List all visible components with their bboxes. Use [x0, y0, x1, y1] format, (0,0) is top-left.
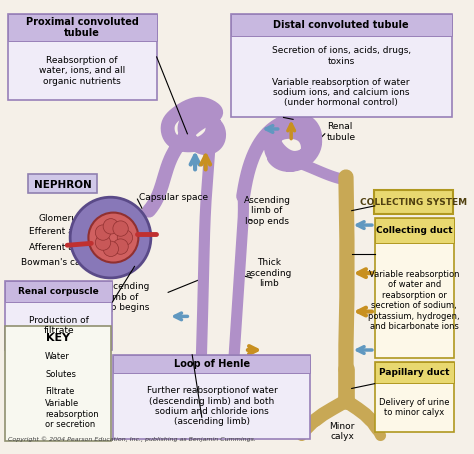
Text: Ascending
limb of
loop ends: Ascending limb of loop ends [244, 196, 291, 226]
FancyBboxPatch shape [28, 174, 97, 193]
Text: Variable reabsorption
of water and
reabsorption or
secretion of sodium,
potassiu: Variable reabsorption of water and reabs… [368, 270, 460, 331]
Circle shape [95, 235, 111, 250]
Text: Delivery of urine
to minor calyx: Delivery of urine to minor calyx [379, 398, 449, 417]
Text: Loop of Henle: Loop of Henle [174, 359, 250, 369]
Text: Afferent arteriole: Afferent arteriole [29, 243, 107, 252]
FancyBboxPatch shape [8, 14, 156, 41]
Text: Copyright © 2004 Pearson Education, Inc., publishing as Benjamin Cummings.: Copyright © 2004 Pearson Education, Inc.… [8, 437, 255, 442]
Text: Filtrate: Filtrate [45, 387, 74, 396]
Text: Papillary duct: Papillary duct [379, 368, 449, 377]
Text: Renal
tubule: Renal tubule [327, 122, 356, 142]
FancyBboxPatch shape [375, 362, 454, 432]
Circle shape [103, 241, 118, 257]
FancyBboxPatch shape [113, 355, 310, 439]
Text: Capsular space: Capsular space [139, 192, 209, 202]
Text: Proximal convoluted
tubule: Proximal convoluted tubule [26, 17, 138, 38]
FancyBboxPatch shape [231, 14, 452, 118]
Text: Ascending
limb: Ascending limb [231, 398, 278, 417]
Circle shape [95, 225, 111, 240]
Circle shape [113, 239, 128, 254]
Circle shape [113, 221, 128, 236]
Text: Secretion of ions, acids, drugs,
toxins

Variable reabsorption of water
sodium i: Secretion of ions, acids, drugs, toxins … [272, 46, 410, 108]
Text: Renal corpuscle: Renal corpuscle [18, 286, 99, 296]
Text: Minor
calyx: Minor calyx [329, 422, 355, 441]
FancyBboxPatch shape [374, 191, 453, 213]
Text: Glomerulus: Glomerulus [38, 214, 91, 223]
FancyBboxPatch shape [375, 362, 454, 383]
FancyBboxPatch shape [113, 355, 310, 373]
Text: NEPHRON: NEPHRON [34, 180, 91, 190]
Text: Solutes: Solutes [45, 370, 76, 379]
FancyBboxPatch shape [231, 14, 452, 36]
Circle shape [117, 230, 133, 245]
Circle shape [70, 197, 151, 278]
Text: Bowman's capsule: Bowman's capsule [21, 258, 105, 267]
Text: Water: Water [45, 352, 70, 361]
Text: Descending
limb of
loop begins: Descending limb of loop begins [96, 282, 150, 312]
Text: Collecting duct: Collecting duct [376, 227, 453, 235]
Text: Further reabsorptionof water
(descending limb) and both
sodium and chloride ions: Further reabsorptionof water (descending… [146, 386, 277, 426]
Text: Variable
reabsorption
or secretion: Variable reabsorption or secretion [45, 400, 99, 429]
Text: KEY: KEY [46, 332, 70, 342]
FancyBboxPatch shape [375, 218, 454, 358]
FancyBboxPatch shape [5, 281, 112, 350]
Circle shape [89, 212, 138, 262]
Text: Thin
descending
limb: Thin descending limb [120, 361, 172, 391]
Text: COLLECTING SYSTEM: COLLECTING SYSTEM [360, 197, 467, 207]
Text: Reabsorption of
water, ions, and all
organic nutrients: Reabsorption of water, ions, and all org… [39, 56, 125, 86]
Text: Distal convoluted tubule: Distal convoluted tubule [273, 20, 409, 30]
Text: Production of
filtrate: Production of filtrate [29, 316, 89, 336]
Text: Efferent arteriole: Efferent arteriole [29, 227, 107, 236]
FancyBboxPatch shape [8, 14, 156, 100]
FancyBboxPatch shape [375, 218, 454, 243]
Text: Descending
limb: Descending limb [127, 398, 181, 417]
Circle shape [103, 219, 118, 234]
FancyBboxPatch shape [5, 326, 110, 441]
Text: Thick
ascending
limb: Thick ascending limb [246, 258, 292, 288]
FancyBboxPatch shape [5, 281, 112, 301]
